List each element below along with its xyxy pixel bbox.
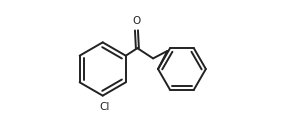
Text: O: O (132, 16, 140, 26)
Text: Cl: Cl (99, 102, 109, 112)
